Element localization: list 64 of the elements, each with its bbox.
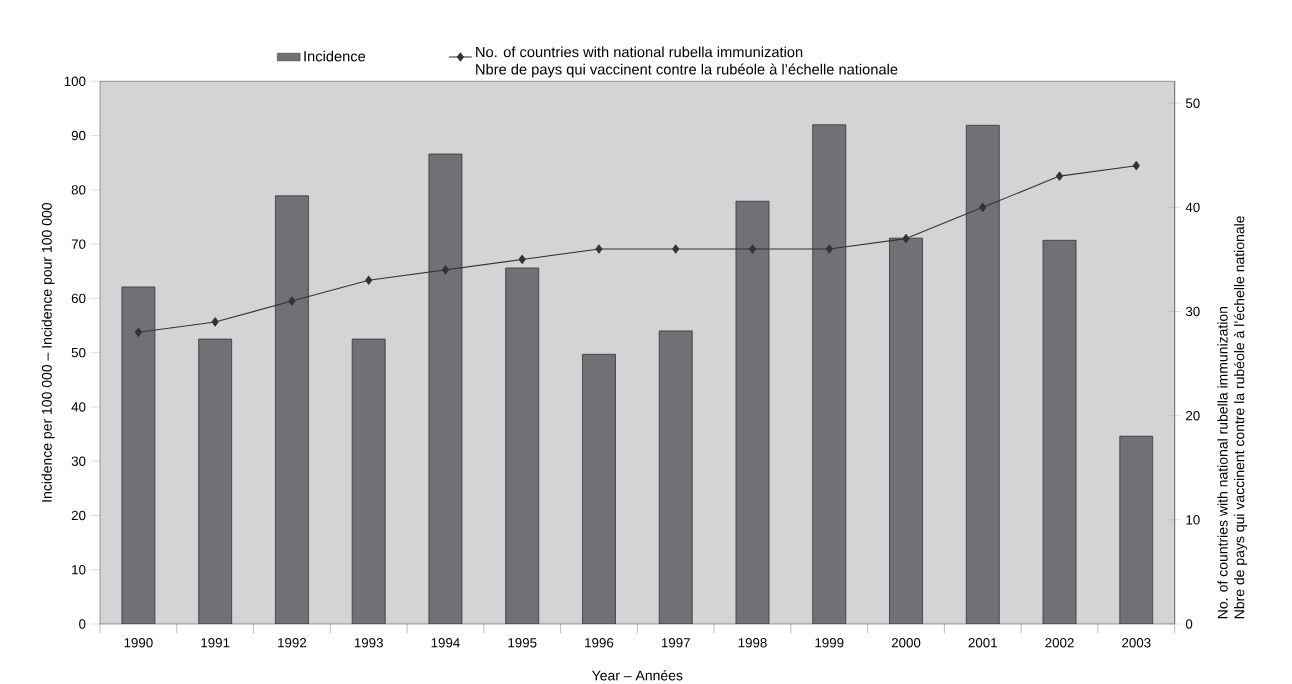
y2-tick-label: 50 xyxy=(1185,98,1200,108)
point xyxy=(1055,171,1064,181)
bar xyxy=(1042,239,1077,624)
point xyxy=(979,202,987,212)
point xyxy=(211,317,219,327)
x-tick-label: 1992 xyxy=(278,638,307,648)
y-axis-title: Incidence per 100 000 – Incidence pour 100 000 xyxy=(41,203,55,502)
point xyxy=(1132,161,1140,171)
bar xyxy=(658,330,693,624)
point xyxy=(748,244,757,254)
x-tick-label: 2002 xyxy=(1045,638,1074,648)
point xyxy=(134,327,142,337)
x-tick-label: 2003 xyxy=(1122,638,1151,648)
x-tick-label: 1993 xyxy=(354,638,383,648)
x-tick-label: 1991 xyxy=(201,638,230,648)
y2-tick-label: 20 xyxy=(1186,410,1200,421)
x-tick-label: 1999 xyxy=(815,638,844,648)
x-tick-label: 1990 xyxy=(124,638,153,648)
x-tick-label: 2001 xyxy=(968,638,997,648)
bar xyxy=(1119,435,1154,624)
point xyxy=(365,275,373,285)
bar xyxy=(121,286,156,624)
y-tick-label: 70 xyxy=(71,239,86,249)
bar xyxy=(735,200,770,624)
x-tick-label: 1998 xyxy=(738,638,767,648)
bar xyxy=(198,338,233,624)
bar xyxy=(582,353,616,624)
x-tick-label: 1997 xyxy=(661,638,690,648)
y2-tick-label: 40 xyxy=(1185,202,1200,213)
y-tick-label: 90 xyxy=(71,130,86,141)
y-tick-label: 80 xyxy=(71,185,86,195)
x-tick-label: 1996 xyxy=(585,638,614,648)
point xyxy=(441,265,449,275)
y2-axis-title: No. of countries with national rubella immunization Nbre de pays qui vaccinent contre la rubéole à l’échelle nationale xyxy=(1217,216,1248,619)
y-tick-label: 60 xyxy=(71,293,86,304)
y-tick-label: 100 xyxy=(64,76,86,87)
y-tick-label: 0 xyxy=(79,619,86,629)
x-tick-label: 2000 xyxy=(891,638,921,648)
point xyxy=(288,296,296,306)
y2-tick-label: 10 xyxy=(1186,515,1200,525)
x-tick-label: 1994 xyxy=(431,638,460,648)
y-tick-label: 30 xyxy=(71,456,86,466)
bar xyxy=(351,338,386,624)
y-tick-label: 10 xyxy=(72,565,86,575)
bar xyxy=(889,237,923,624)
legend-label: Incidence xyxy=(304,50,366,62)
y2-tick-label: 30 xyxy=(1185,306,1200,317)
bar xyxy=(812,124,847,624)
point xyxy=(595,244,603,254)
bar xyxy=(505,267,540,624)
y-tick-label: 20 xyxy=(71,510,86,521)
point xyxy=(518,254,526,264)
y-tick-label: 50 xyxy=(71,347,86,358)
bar xyxy=(275,195,309,624)
legend-label: No. of countries with national rubella immunization Nbre de pays qui vaccinent contre la rubéole à l’échelle nationale xyxy=(476,46,898,78)
x-tick-label: 1995 xyxy=(508,638,537,648)
bar xyxy=(965,124,1000,624)
x-axis-title: Year – Années xyxy=(591,669,683,681)
bar xyxy=(428,153,463,624)
point xyxy=(902,234,910,244)
point xyxy=(825,244,833,254)
y2-tick-label: 0 xyxy=(1185,619,1193,629)
point xyxy=(672,244,680,254)
y-tick-label: 40 xyxy=(71,402,86,412)
